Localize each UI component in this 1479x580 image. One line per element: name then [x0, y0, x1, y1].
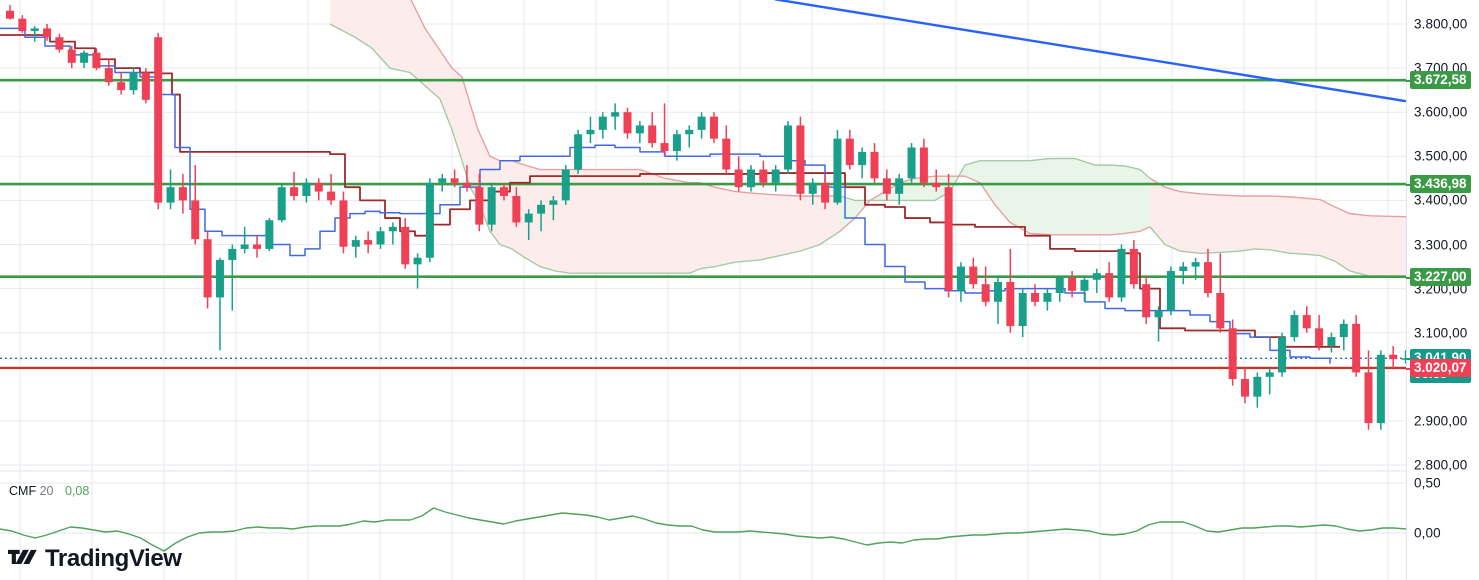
price-axis-tick: 3.100,00 — [1414, 325, 1468, 341]
price-axis-tick: 3.800,00 — [1414, 16, 1468, 32]
last-price-tag[interactable]: 3.020,07 — [1410, 358, 1471, 377]
last-price-tag-label: 3.020,07 — [1414, 359, 1467, 375]
indicator-axis-tick: 0,50 — [1414, 475, 1441, 491]
resistance-tag-3672[interactable]: 3.672,58 — [1410, 71, 1471, 90]
chart-canvas[interactable] — [0, 0, 1406, 580]
descending-trendline[interactable] — [774, 0, 1406, 103]
ichimoku-cloud-bearish-left — [329, 0, 841, 274]
price-axis-tick: 2.900,00 — [1414, 413, 1468, 429]
ichimoku-cloud-bearish-right — [1149, 177, 1406, 279]
cmf-indicator-period: 20 — [39, 484, 54, 498]
resistance-tag-3436-stub — [1406, 184, 1411, 187]
price-axis-tick: 2.800,00 — [1414, 457, 1468, 473]
chart-plot-area[interactable] — [0, 0, 1406, 580]
candlestick-series[interactable] — [6, 5, 1406, 430]
price-axis[interactable]: 3.800,00 3.700,00 3.600,00 3.500,00 3.400,00… — [1406, 0, 1479, 580]
resistance-tag-3227-label: 3.227,00 — [1414, 268, 1467, 284]
price-axis-tick: 3.600,00 — [1414, 104, 1468, 120]
last-price-tag-stub — [1406, 367, 1411, 370]
indicator-axis-tick: 0,00 — [1414, 525, 1441, 541]
resistance-tag-3436-label: 3.436,98 — [1414, 176, 1467, 192]
cmf-line — [0, 507, 1406, 552]
countdown-tag-stub — [1406, 358, 1411, 361]
tradingview-watermark: TradingView — [8, 545, 182, 573]
resistance-tag-3436[interactable]: 3.436,98 — [1410, 175, 1471, 194]
resistance-tag-3227-stub — [1406, 276, 1411, 279]
cmf-indicator-name: CMF — [9, 484, 37, 498]
tradingview-logo-icon — [8, 548, 38, 570]
tradingview-wordmark: TradingView — [45, 545, 182, 572]
tenkan-sen-line — [0, 27, 1331, 364]
cmf-indicator-legend[interactable]: CMF 20 0,08 — [9, 484, 89, 498]
resistance-tag-3672-label: 3.672,58 — [1414, 72, 1467, 88]
resistance-tag-3227[interactable]: 3.227,00 — [1410, 267, 1471, 286]
price-axis-tick: 3.400,00 — [1414, 192, 1468, 208]
price-axis-tick: 3.500,00 — [1414, 148, 1468, 164]
resistance-tag-3672-stub — [1406, 80, 1411, 83]
price-axis-tick: 3.300,00 — [1414, 237, 1468, 252]
cmf-indicator-value: 0,08 — [64, 484, 90, 498]
